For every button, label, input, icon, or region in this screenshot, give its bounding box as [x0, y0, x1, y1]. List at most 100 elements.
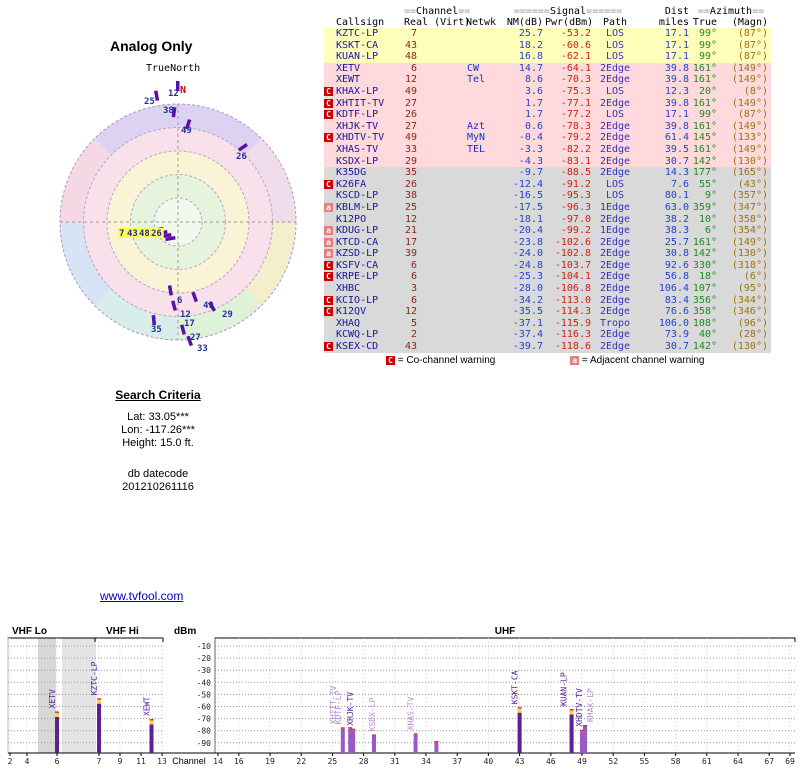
warning-cell: C [324, 179, 336, 191]
callsign-cell[interactable]: KHAX-LP [336, 85, 379, 97]
col-netwk: Netwk [465, 17, 497, 28]
miles-cell: 39.8 [664, 120, 689, 132]
virtual-channel-cell [417, 121, 461, 133]
callsign-cell[interactable]: K12QV [336, 306, 367, 318]
svg-text:55: 55 [640, 757, 650, 766]
network-cell [461, 86, 501, 98]
network-cell: Tel [467, 74, 486, 86]
callsign-cell[interactable]: XHAQ [336, 317, 361, 329]
tvfool-link[interactable]: www.tvfool.com [100, 589, 184, 603]
table-row: XHJK-TV 27 Azt 0.6 -78.3 2Edge 39.8 161° (149°) [324, 120, 771, 133]
adjacent-channel-legend-text: = Adjacent channel warning [581, 355, 705, 366]
azimuth-true-cell: 40° [698, 329, 717, 341]
station-bar: XEWT [143, 697, 154, 753]
col-magn: (Magn) [731, 17, 768, 28]
callsign-cell[interactable]: KDTF-LP [336, 109, 379, 121]
path-cell: 2Edge [599, 62, 631, 74]
power-dbm-cell: -102.8 [554, 248, 591, 260]
svg-text:XETV: XETV [48, 689, 57, 708]
nm-db-cell: -4.3 [518, 155, 543, 167]
callsign-cell[interactable]: KCWQ-LP [336, 329, 379, 341]
callsign-cell[interactable]: K26FA [336, 178, 367, 190]
callsign-cell[interactable]: XEWT [336, 74, 361, 86]
table-row: KZTC-LP 7 25.7 -53.2 LOS 17.1 99° (87°) [324, 28, 771, 40]
callsign-cell[interactable]: KUAN-LP [336, 51, 379, 63]
table-row: KCWQ-LP 2 -37.4 -116.3 2Edge 73.9 40° (28°) [324, 329, 771, 342]
network-cell [461, 237, 501, 249]
callsign-cell[interactable]: KDUG-LP [336, 225, 379, 237]
svg-text:27: 27 [190, 333, 201, 343]
callsign-cell[interactable]: XHAS-TV [336, 143, 379, 155]
network-cell [461, 341, 501, 353]
svg-text:-40: -40 [197, 678, 212, 687]
nm-db-cell: -37.4 [512, 329, 543, 341]
power-dbm-cell: -118.6 [554, 341, 591, 353]
real-channel-cell: 6 [410, 62, 417, 74]
callsign-cell[interactable]: XHBC [336, 283, 361, 295]
real-channel-cell: 6 [410, 294, 417, 306]
real-channel-cell: 33 [404, 143, 417, 155]
miles-cell: 30.7 [664, 341, 689, 353]
real-channel-cell: 3 [410, 283, 417, 295]
warning-cell: C [324, 271, 336, 283]
miles-cell: 61.4 [664, 132, 689, 144]
col-miles: miles [658, 17, 689, 28]
callsign-cell[interactable]: K35DG [336, 167, 367, 179]
callsign-cell[interactable]: KBLM-LP [336, 201, 379, 213]
real-channel-cell: 26 [404, 109, 417, 121]
svg-text:52: 52 [608, 757, 618, 766]
callsign-cell[interactable]: KTCD-CA [336, 236, 379, 248]
svg-text:49: 49 [203, 301, 214, 311]
path-cell: 2Edge [599, 132, 631, 144]
table-row: a KDUG-LP 21 -20.4 -99.2 1Edge 38.3 6° (354°) [324, 225, 771, 237]
callsign-cell[interactable]: KCIO-LP [336, 294, 379, 306]
real-channel-cell: 49 [404, 85, 417, 97]
miles-cell: 76.6 [664, 306, 689, 318]
path-cell: Tropo [599, 317, 631, 329]
power-dbm-cell: -115.9 [554, 317, 591, 329]
real-channel-cell: 49 [404, 132, 417, 144]
svg-text:43: 43 [515, 757, 525, 766]
power-dbm-cell: -113.0 [554, 294, 591, 306]
callsign-cell[interactable]: KZSD-LP [336, 248, 379, 260]
real-channel-cell: 2 [410, 329, 417, 341]
callsign-cell[interactable]: XETV [336, 62, 361, 74]
power-dbm-cell: -70.3 [560, 74, 591, 86]
miles-cell: 39.8 [664, 74, 689, 86]
svg-text:-90: -90 [197, 739, 212, 748]
warning-cell: a [324, 202, 336, 214]
nm-db-cell: -20.4 [512, 225, 543, 237]
svg-text:25: 25 [328, 757, 338, 766]
svg-text:-80: -80 [197, 727, 212, 736]
station-table: ==Channel== ======Signal====== Dist ==Az… [324, 6, 771, 353]
nm-db-cell: 1.7 [524, 97, 543, 109]
callsign-cell[interactable]: KSKT-CA [336, 39, 379, 51]
callsign-cell[interactable]: KSEX-CD [336, 341, 379, 353]
azimuth-true-cell: 142° [692, 155, 717, 167]
station-table-body: KZTC-LP 7 25.7 -53.2 LOS 17.1 99° (87°) KSKT-CA 4… [324, 28, 771, 353]
real-channel-cell: 27 [404, 97, 417, 109]
azimuth-true-cell: 99° [698, 109, 717, 121]
callsign-cell[interactable]: KSFV-CA [336, 259, 379, 271]
azimuth-magnetic-cell: (6°) [743, 271, 768, 283]
callsign-cell[interactable]: KSCD-LP [336, 190, 379, 202]
station-bar: XHJK-TV [346, 692, 356, 753]
path-cell: LOS [605, 190, 625, 202]
callsign-cell[interactable]: K12PO [336, 213, 367, 225]
nm-db-cell: -17.5 [512, 201, 543, 213]
real-channel-cell: 26 [404, 178, 417, 190]
callsign-cell[interactable]: XHTIT-TV [336, 97, 385, 109]
warning-cell: C [324, 109, 336, 121]
table-group-header: ==Channel== ======Signal====== Dist ==Az… [324, 6, 771, 17]
table-row: C KCIO-LP 6 -34.2 -113.0 2Edge 83.4 356° (344°) [324, 294, 771, 307]
nm-db-cell: 0.6 [524, 120, 543, 132]
callsign-cell[interactable]: KSDX-LP [336, 155, 379, 167]
callsign-cell[interactable]: XHDTV-TV [336, 132, 385, 144]
callsign-cell[interactable]: KZTC-LP [336, 28, 379, 39]
callsign-cell[interactable]: KRPE-LP [336, 271, 379, 283]
svg-text:-10: -10 [197, 642, 212, 651]
svg-text:KSDX-LP: KSDX-LP [368, 698, 377, 732]
svg-text:VHF Lo: VHF Lo [12, 626, 47, 637]
callsign-cell[interactable]: XHJK-TV [336, 120, 379, 132]
